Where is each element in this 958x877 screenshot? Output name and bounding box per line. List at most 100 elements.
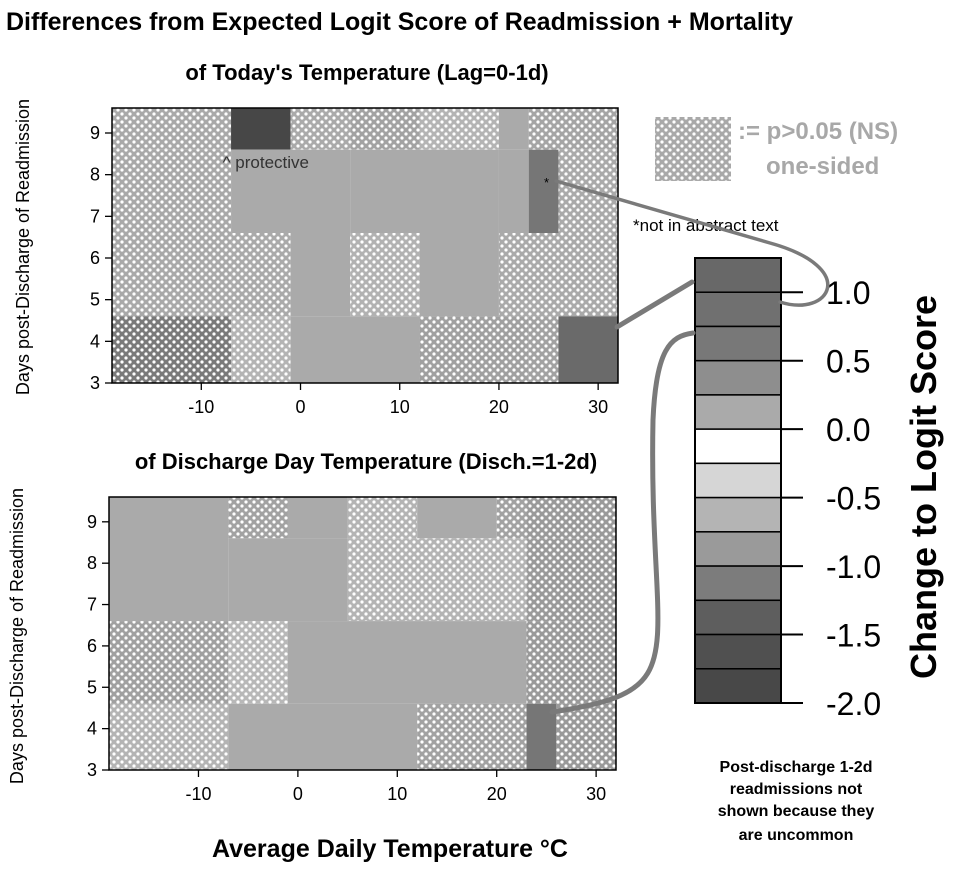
- colorbar-tick-label: -1.0: [826, 549, 881, 585]
- panel1-title: of Today's Temperature (Lag=0-1d): [185, 60, 548, 85]
- y-tick-label: 3: [87, 760, 97, 780]
- heatmap-cell: [231, 149, 351, 233]
- figure-title: Differences from Expected Logit Score of…: [6, 8, 793, 36]
- colorbar-step: [694, 599, 782, 636]
- bottom-note: Post-discharge 1-2d readmissions not sho…: [718, 759, 875, 844]
- ns-dot-overlay: [290, 108, 351, 150]
- heatmap-cell: [228, 538, 348, 622]
- colorbar-step: [694, 359, 782, 396]
- ns-dot-overlay: [109, 703, 229, 770]
- y-tick-label: 5: [90, 290, 100, 310]
- colorbar: 1.0 0.5 0.0 -0.5 -1.0 -1.5 -2.0: [694, 257, 881, 722]
- heatmap-cell: [350, 149, 499, 233]
- ns-dot-overlay: [228, 497, 288, 539]
- panel1-ylabel: Days post-Discharge of Readmission: [13, 99, 33, 395]
- colorbar-step: [694, 496, 782, 533]
- panel-discharge-day-temperature: -10 0 10 20 30 3 4 5 6 7 8 9: [87, 496, 617, 804]
- x-tick-label: 0: [293, 784, 303, 804]
- colorbar-tick-label: 0.0: [826, 412, 870, 448]
- heatmap-cell: [287, 497, 348, 539]
- ns-dot-overlay: [556, 703, 616, 770]
- colorbar-step: [694, 668, 782, 704]
- y-tick-label: 8: [87, 553, 97, 573]
- bottom-note-line3: shown because they: [718, 803, 875, 820]
- x-tick-label: -10: [188, 397, 214, 417]
- colorbar-tick-label: 1.0: [826, 275, 870, 311]
- ns-dot-overlay: [350, 233, 420, 317]
- x-tick-label: 20: [489, 397, 509, 417]
- ns-dot-overlay: [526, 538, 616, 622]
- ns-legend-swatch-dots: [655, 117, 731, 181]
- heatmap-cell: [558, 316, 618, 383]
- connectors: [549, 179, 830, 715]
- colorbar-step: [694, 565, 782, 602]
- ns-dot-overlay: [109, 621, 229, 704]
- ns-dot-overlay: [558, 233, 618, 317]
- colorbar-tick-label: -0.5: [826, 481, 881, 517]
- ns-dot-overlay: [347, 538, 527, 622]
- ns-dot-overlay: [112, 149, 232, 233]
- bottom-note-line1: Post-discharge 1-2d: [720, 759, 873, 776]
- colorbar-frame: [694, 257, 782, 704]
- x-tick-label: -10: [185, 784, 211, 804]
- ns-dot-overlay: [417, 703, 527, 770]
- heatmap-cell: [231, 108, 291, 150]
- colorbar-step: [694, 428, 782, 465]
- x-tick-label: 20: [487, 784, 507, 804]
- connector-asterisk: [554, 179, 830, 307]
- connector-today-high: [614, 279, 695, 330]
- ns-dot-overlay: [419, 316, 529, 383]
- heatmap-cell: [498, 108, 529, 150]
- panel2-title: of Discharge Day Temperature (Disch.=1-2…: [135, 449, 597, 474]
- ns-dot-overlay: [528, 108, 618, 150]
- ns-dot-overlay: [112, 108, 232, 150]
- heatmap-cell: [526, 703, 557, 770]
- colorbar-step: [694, 462, 782, 499]
- protective-annotation: ^ protective: [223, 153, 309, 172]
- heatmap-cell: [528, 149, 559, 233]
- panel-today-temperature: -10 0 10 20 30 3 4 5 6 7 8 9 ^ protective *: [90, 107, 619, 417]
- colorbar-step: [694, 325, 782, 362]
- y-tick-label: 7: [87, 595, 97, 615]
- x-tick-label: 0: [296, 397, 306, 417]
- heatmap-cell: [228, 703, 418, 770]
- bottom-note-line2: readmissions not: [730, 781, 863, 798]
- ns-legend-line2: one-sided: [766, 153, 879, 180]
- plot-frame: [108, 496, 617, 771]
- colorbar-tick-label: -1.5: [826, 618, 881, 654]
- x-tick-label: 10: [390, 397, 410, 417]
- x-tick-label: 30: [588, 397, 608, 417]
- heatmap-cell: [290, 316, 420, 383]
- y-tick-label: 9: [87, 512, 97, 532]
- ns-dot-overlay: [498, 233, 559, 317]
- ns-legend: := p>0.05 (NS) one-sided: [655, 117, 898, 181]
- heatmap-cell: [419, 233, 499, 317]
- ns-dot-overlay: [419, 108, 499, 150]
- colorbar-step: [694, 291, 782, 328]
- colorbar-step: [694, 394, 782, 430]
- colorbar-step: [694, 257, 782, 293]
- plot-frame: [111, 107, 619, 384]
- ns-dot-overlay: [347, 497, 418, 539]
- ns-dot-overlay: [528, 316, 559, 383]
- colorbar-step: [694, 531, 782, 567]
- ns-dot-overlay: [112, 316, 232, 383]
- ns-dot-overlay: [526, 621, 616, 704]
- asterisk-annotation: *: [544, 175, 549, 190]
- bottom-note-line4: are uncommon: [739, 827, 854, 844]
- heatmap-cell: [109, 497, 229, 622]
- connector-discharge-high: [549, 330, 696, 715]
- ns-dot-overlay: [231, 316, 291, 383]
- ns-dot-overlay: [112, 233, 232, 317]
- x-tick-label: 10: [387, 784, 407, 804]
- y-tick-label: 5: [87, 677, 97, 697]
- colorbar-tick-label: 0.5: [826, 344, 870, 380]
- ns-legend-line1: := p>0.05 (NS): [738, 118, 898, 145]
- heatmap-cell: [417, 497, 497, 539]
- ns-dot-overlay: [231, 233, 291, 317]
- ns-dot-overlay: [496, 497, 527, 539]
- x-axis-label: Average Daily Temperature °C: [212, 835, 568, 863]
- y-tick-label: 9: [90, 123, 100, 143]
- colorbar-tick-label: -2.0: [826, 686, 881, 722]
